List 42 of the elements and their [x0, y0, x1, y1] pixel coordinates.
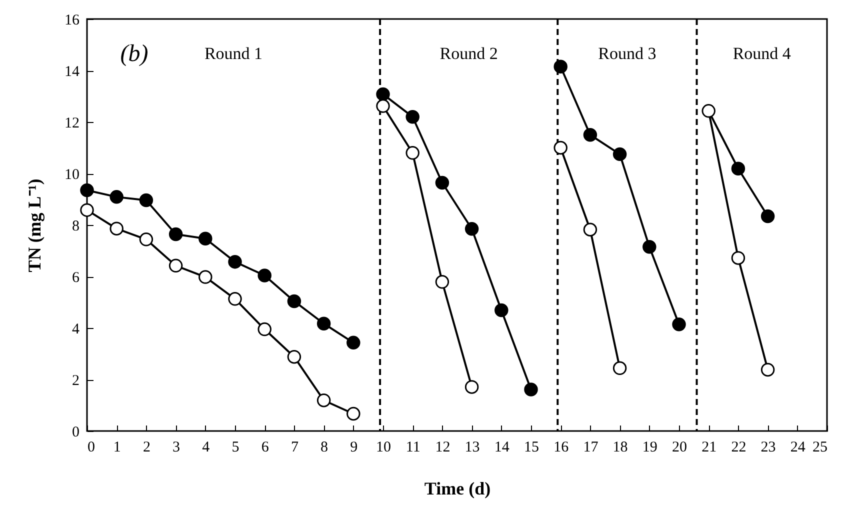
x-axis-title: Time (d)	[424, 478, 491, 498]
annotation: (b)	[120, 41, 148, 68]
x-tick-label: 20	[672, 440, 687, 456]
y-tick-label: 2	[72, 373, 80, 389]
y-tick-label: 14	[64, 64, 80, 80]
x-tick-label: 5	[232, 440, 240, 456]
x-tick-label: 1	[113, 440, 121, 456]
x-tick-label: 9	[350, 440, 358, 456]
x-tick-label: 0	[88, 440, 95, 456]
x-tick-label: 21	[702, 440, 717, 456]
annotation: Round 4	[732, 44, 792, 64]
x-tick-label: 6	[261, 440, 270, 456]
x-tick-label: 13	[464, 440, 480, 456]
y-tick-label: 4	[72, 322, 80, 338]
x-tick-label: 12	[435, 440, 450, 456]
x-tick-label: 23	[760, 440, 776, 456]
y-axis-title: TN (mg L⁻¹)	[24, 178, 44, 272]
x-tick-label: 3	[172, 440, 180, 456]
x-tick-label: 4	[202, 440, 210, 456]
y-tick-label: 16	[64, 12, 80, 28]
x-tick-label: 24	[790, 440, 806, 456]
x-tick-label: 19	[642, 440, 658, 456]
y-tick-label: 8	[72, 218, 80, 234]
x-tick-label: 25	[812, 440, 828, 456]
x-tick-label: 18	[612, 440, 628, 456]
annotation: Round 3	[598, 44, 656, 64]
y-tick-label: 6	[72, 270, 80, 286]
x-tick-label: 2	[142, 440, 150, 456]
y-tick-label: 0	[72, 424, 80, 440]
x-tick-label: 8	[320, 440, 328, 456]
x-tick-label: 14	[494, 440, 510, 456]
x-tick-label: 10	[376, 440, 391, 456]
annotation: Round 2	[440, 44, 498, 64]
x-tick-label: 15	[524, 440, 539, 456]
x-tick-label: 17	[583, 440, 599, 456]
y-tick-label: 12	[64, 116, 80, 132]
x-tick-label: 16	[554, 440, 570, 456]
x-tick-label: 22	[731, 440, 746, 456]
x-tick-label: 7	[290, 440, 299, 456]
y-tick-label: 10	[64, 167, 80, 183]
annotation: Round 1	[204, 44, 263, 64]
x-tick-label: 11	[406, 440, 420, 456]
